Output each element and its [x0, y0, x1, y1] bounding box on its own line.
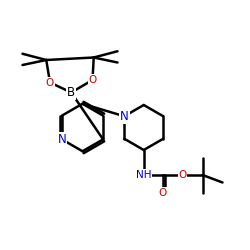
Text: B: B [67, 86, 75, 99]
Text: O: O [46, 78, 54, 88]
Text: O: O [158, 188, 166, 198]
Text: NH: NH [136, 170, 152, 180]
Text: O: O [88, 75, 96, 85]
Text: N: N [120, 110, 129, 123]
Text: N: N [58, 133, 66, 146]
Text: O: O [178, 170, 186, 180]
